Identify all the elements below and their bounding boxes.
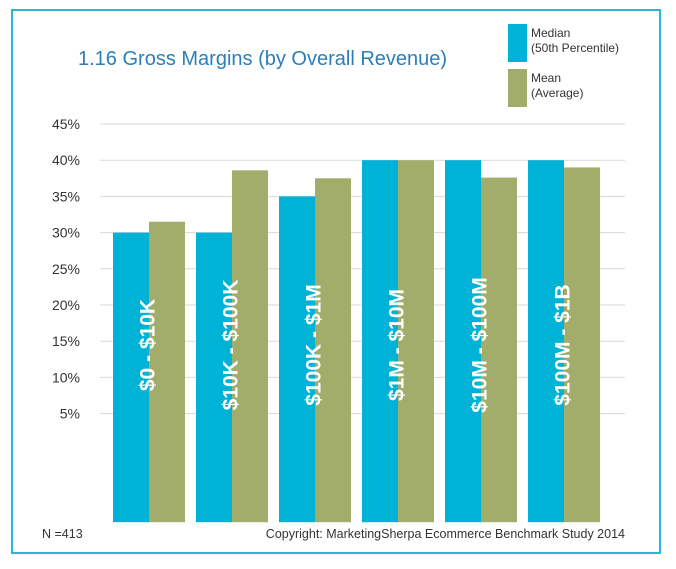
legend-label-median-line2: (50th Percentile) (531, 41, 619, 55)
category-label: $0 - $10K (137, 299, 160, 391)
bar-median (362, 160, 398, 523)
bar-mean (149, 221, 185, 523)
y-tick-label: 25% (52, 261, 80, 277)
bar-median (279, 196, 315, 523)
y-tick-label: 20% (52, 297, 80, 313)
bar-mean (232, 170, 268, 523)
chart-title: 1.16 Gross Margins (by Overall Revenue) (78, 48, 447, 70)
bar-median (528, 160, 564, 523)
bar-median (445, 160, 481, 523)
category-labels: $0 - $10K $10K - $100K $100K - $1M $1M - $1… (137, 277, 575, 412)
bar-median (113, 232, 149, 523)
bar-median (196, 232, 232, 523)
y-tick-label: 15% (52, 333, 80, 349)
copyright-note: Copyright: MarketingSherpa Ecommerce Ben… (266, 527, 625, 541)
y-tick-label: 35% (52, 188, 80, 204)
bar-mean (481, 177, 517, 523)
y-tick-label: 10% (52, 369, 80, 385)
y-tick-label: 45% (52, 116, 80, 132)
legend-label-median-line1: Median (531, 26, 570, 40)
category-label: $10K - $100K (220, 280, 243, 411)
sample-size: N =413 (42, 527, 83, 541)
category-label: $100M - $1B (552, 284, 575, 405)
y-tick-label: 30% (52, 225, 80, 241)
category-label: $100K - $1M (303, 284, 326, 405)
bar-mean (398, 160, 434, 523)
legend-swatch-median (508, 24, 527, 62)
bar-mean (564, 167, 600, 523)
legend-label-mean-line1: Mean (531, 71, 561, 85)
bars (113, 160, 600, 523)
category-label: $10M - $100M (469, 277, 492, 412)
legend: Median (50th Percentile) Mean (Average) (508, 24, 619, 107)
y-axis-ticks: 45% 40% 35% 30% 25% 20% 15% 10% 5% (52, 116, 80, 422)
legend-swatch-mean (508, 69, 527, 107)
bar-mean (315, 178, 351, 523)
category-label: $1M - $10M (386, 289, 409, 401)
legend-label-mean-line2: (Average) (531, 86, 583, 100)
y-tick-label: 40% (52, 152, 80, 168)
y-tick-label: 5% (60, 406, 80, 422)
